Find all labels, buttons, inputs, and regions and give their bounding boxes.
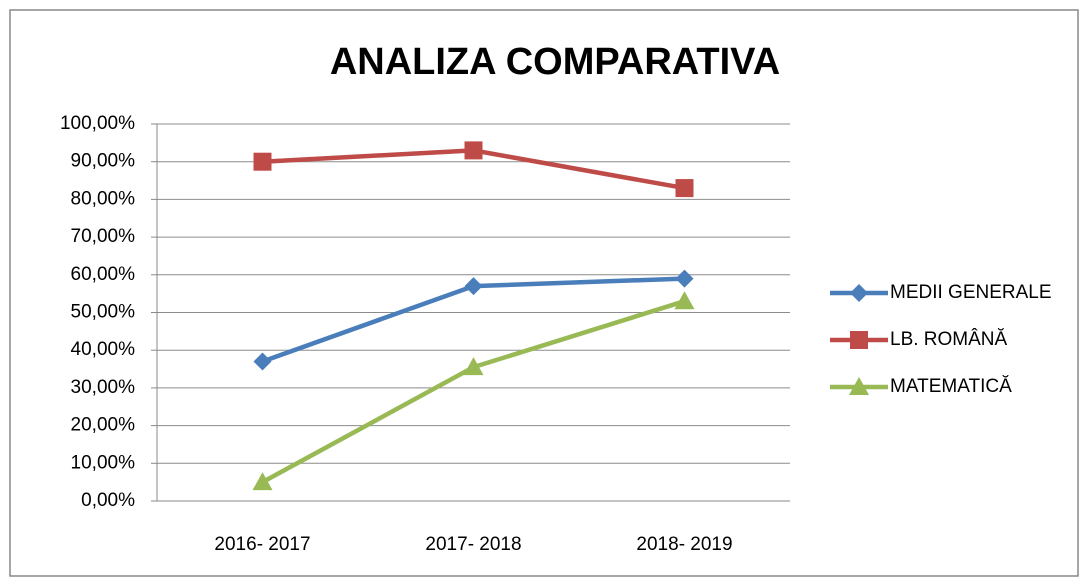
y-tick-label: 20,00%: [71, 415, 136, 436]
y-tick-label: 40,00%: [71, 339, 136, 360]
legend-marker: [850, 331, 868, 349]
y-tick-label: 30,00%: [71, 377, 136, 398]
x-tick-label: 2018- 2019: [636, 534, 732, 555]
legend-label: MEDII GENERALE: [890, 282, 1052, 303]
y-tick-label: 60,00%: [71, 264, 136, 285]
x-tick-label: 2016- 2017: [214, 534, 310, 555]
legend-label: MATEMATICĂ: [890, 376, 1012, 397]
x-tick-label: 2017- 2018: [425, 534, 521, 555]
legend-marker: [850, 284, 868, 302]
marker: [252, 472, 273, 491]
marker: [464, 141, 483, 160]
chart-frame: [9, 9, 1079, 577]
y-tick-label: 100,00%: [60, 113, 135, 134]
marker: [464, 277, 483, 296]
marker: [253, 352, 272, 371]
legend-marker: [849, 377, 869, 395]
y-tick-label: 70,00%: [71, 226, 136, 247]
marker: [253, 152, 272, 171]
y-tick-label: 50,00%: [71, 302, 136, 323]
y-tick-label: 0,00%: [81, 490, 135, 511]
y-tick-label: 10,00%: [71, 452, 136, 473]
legend-label: LB. ROMÂNĂ: [890, 328, 1008, 350]
y-tick-label: 80,00%: [71, 188, 136, 209]
marker: [675, 269, 694, 288]
marker: [463, 357, 484, 376]
marker: [675, 179, 694, 198]
chart-title: ANALIZA COMPARATIVA: [330, 41, 780, 83]
marker: [674, 291, 695, 310]
y-tick-label: 90,00%: [71, 151, 136, 172]
